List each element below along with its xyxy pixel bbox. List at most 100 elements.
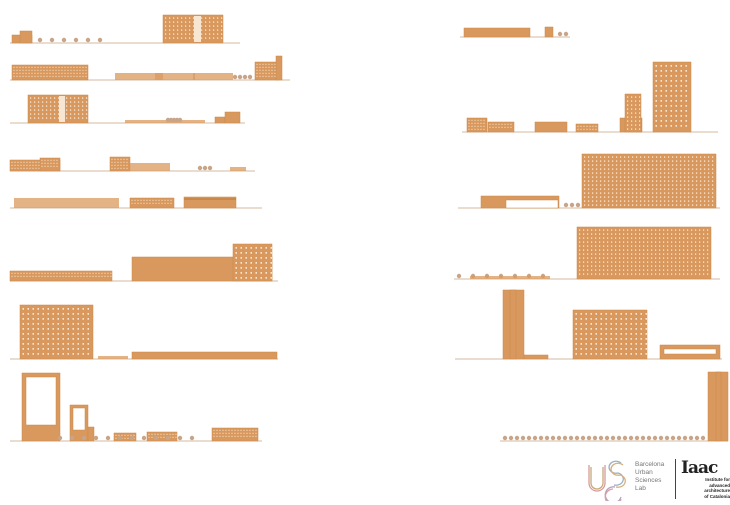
- window: [668, 196, 670, 198]
- window: [114, 158, 116, 160]
- window: [668, 180, 670, 182]
- window: [672, 196, 674, 198]
- window: [22, 348, 24, 350]
- tree: [550, 435, 556, 441]
- window: [64, 75, 66, 77]
- window: [680, 75, 682, 77]
- window: [82, 105, 84, 107]
- window: [675, 269, 677, 271]
- window: [620, 172, 622, 174]
- window: [688, 160, 690, 162]
- window: [695, 245, 697, 247]
- tree: [634, 435, 640, 441]
- window: [584, 160, 586, 162]
- window: [664, 192, 666, 194]
- window: [651, 237, 653, 239]
- window: [627, 120, 629, 122]
- window: [647, 257, 649, 259]
- window: [655, 85, 657, 87]
- window: [648, 180, 650, 182]
- window: [627, 245, 629, 247]
- window: [477, 122, 479, 124]
- window: [670, 105, 672, 107]
- window: [225, 432, 227, 434]
- window: [22, 69, 24, 71]
- window: [53, 272, 55, 274]
- window: [668, 172, 670, 174]
- window: [639, 108, 641, 110]
- window: [77, 333, 79, 335]
- window: [47, 348, 49, 350]
- window: [691, 261, 693, 263]
- window: [684, 168, 686, 170]
- window: [40, 69, 42, 71]
- window: [676, 156, 678, 158]
- window: [158, 199, 160, 201]
- window: [707, 269, 709, 271]
- window: [639, 96, 641, 98]
- window: [255, 252, 257, 254]
- window: [181, 33, 183, 35]
- window: [619, 233, 621, 235]
- window: [259, 69, 261, 71]
- window: [591, 261, 593, 263]
- iaac-line: of Catalonia: [704, 493, 730, 499]
- window: [659, 237, 661, 239]
- window: [608, 176, 610, 178]
- window: [687, 245, 689, 247]
- window: [652, 192, 654, 194]
- window: [704, 184, 706, 186]
- window: [631, 265, 633, 267]
- window: [684, 204, 686, 206]
- window: [670, 100, 672, 102]
- window: [149, 199, 151, 201]
- ubsl-line: Barcelona: [635, 461, 665, 468]
- window: [583, 253, 585, 255]
- low-building: [115, 73, 163, 80]
- window: [664, 180, 666, 182]
- window: [636, 164, 638, 166]
- window: [46, 69, 48, 71]
- window: [78, 113, 80, 115]
- window: [32, 272, 34, 274]
- window: [691, 265, 693, 267]
- window: [645, 318, 647, 320]
- window: [44, 159, 46, 161]
- window: [483, 119, 485, 121]
- window: [117, 158, 119, 160]
- tree: [556, 435, 562, 441]
- window: [89, 275, 91, 277]
- window: [683, 257, 685, 259]
- window: [62, 353, 64, 355]
- window: [631, 96, 633, 98]
- window: [668, 188, 670, 190]
- window: [235, 252, 237, 254]
- window: [17, 164, 19, 166]
- window: [19, 69, 21, 71]
- window: [575, 353, 577, 355]
- window: [58, 72, 60, 74]
- window: [41, 272, 43, 274]
- window: [635, 348, 637, 350]
- window: [700, 156, 702, 158]
- window: [44, 165, 46, 167]
- window: [635, 328, 637, 330]
- window: [123, 161, 125, 163]
- window: [616, 184, 618, 186]
- window: [611, 237, 613, 239]
- window: [255, 272, 257, 274]
- window: [587, 233, 589, 235]
- window: [38, 161, 40, 163]
- window: [632, 168, 634, 170]
- tree: [37, 37, 43, 43]
- window: [246, 435, 248, 437]
- window: [624, 196, 626, 198]
- window: [635, 338, 637, 340]
- stair-core: [194, 16, 201, 42]
- window: [625, 348, 627, 350]
- window: [635, 313, 637, 315]
- window: [37, 348, 39, 350]
- window: [575, 323, 577, 325]
- window: [688, 188, 690, 190]
- window: [685, 110, 687, 112]
